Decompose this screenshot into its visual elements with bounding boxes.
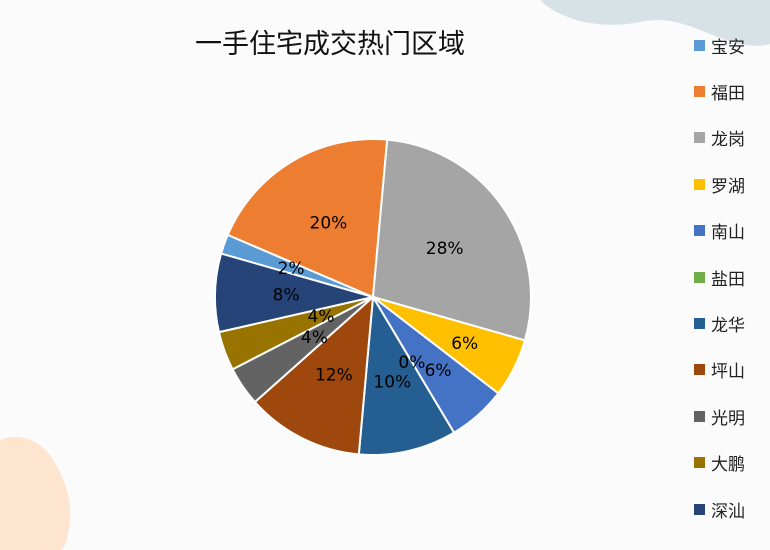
legend-label: 大鹏 xyxy=(711,455,745,476)
legend-swatch xyxy=(694,86,705,98)
pie-slice-10 xyxy=(214,252,374,334)
data-label-0: 2% xyxy=(278,259,305,279)
data-label-6: 10% xyxy=(373,373,411,393)
data-label-1: 20% xyxy=(310,213,348,233)
pie-slice-2 xyxy=(371,138,532,342)
legend-label: 龙岗 xyxy=(711,130,745,151)
legend-label: 罗湖 xyxy=(711,176,745,197)
legend: 宝安福田龙岗罗湖南山盐田龙华坪山光明大鹏深汕 xyxy=(694,22,770,532)
legend-swatch xyxy=(694,225,705,237)
data-label-3: 6% xyxy=(451,334,478,354)
data-label-8: 4% xyxy=(301,328,328,348)
legend-label: 盐田 xyxy=(711,269,745,290)
legend-swatch xyxy=(694,132,705,144)
data-label-7: 12% xyxy=(315,366,353,386)
legend-swatch xyxy=(694,457,705,469)
chart-title: 一手住宅成交热门区域 xyxy=(195,29,465,60)
bottom-left-blob xyxy=(0,436,71,550)
legend-label: 南山 xyxy=(711,223,745,244)
legend-item: 盐田 xyxy=(694,254,770,300)
legend-item: 坪山 xyxy=(694,347,770,393)
legend-item: 宝安 xyxy=(694,22,770,68)
data-label-9: 4% xyxy=(308,307,335,327)
legend-swatch xyxy=(694,364,705,376)
legend-item: 深汕 xyxy=(694,486,770,532)
data-label-4: 6% xyxy=(425,361,452,381)
legend-label: 宝安 xyxy=(711,37,745,58)
legend-item: 龙华 xyxy=(694,300,770,346)
legend-swatch xyxy=(694,271,705,283)
data-label-5: 0% xyxy=(398,353,425,373)
legend-swatch xyxy=(694,318,705,330)
legend-item: 光明 xyxy=(694,393,770,439)
legend-label: 光明 xyxy=(711,408,745,429)
legend-item: 罗湖 xyxy=(694,161,770,207)
pie-slice-1 xyxy=(226,138,389,299)
legend-swatch xyxy=(694,410,705,422)
pie-slice-6 xyxy=(357,293,456,456)
legend-item: 南山 xyxy=(694,208,770,254)
pie-slice-7 xyxy=(253,294,375,456)
legend-swatch xyxy=(694,503,705,515)
top-right-blob xyxy=(540,0,770,46)
legend-label: 深汕 xyxy=(711,501,745,522)
legend-swatch xyxy=(694,178,705,190)
data-label-2: 28% xyxy=(426,239,464,259)
legend-item: 大鹏 xyxy=(694,440,770,486)
legend-label: 坪山 xyxy=(711,362,745,383)
legend-swatch xyxy=(694,39,705,51)
data-label-10: 8% xyxy=(273,286,300,306)
legend-item: 福田 xyxy=(694,68,770,114)
legend-label: 福田 xyxy=(711,84,745,105)
legend-label: 龙华 xyxy=(711,316,745,337)
legend-item: 龙岗 xyxy=(694,115,770,161)
